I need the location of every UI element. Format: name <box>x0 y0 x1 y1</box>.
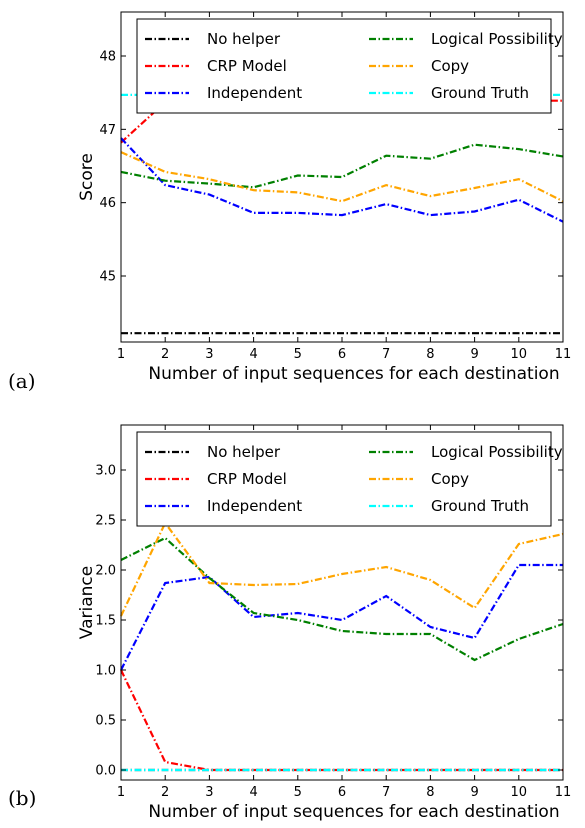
x-tick-label: 10 <box>511 785 528 800</box>
series-line-crp-model <box>120 669 563 772</box>
y-tick-label: 48 <box>99 50 116 65</box>
y-tick-label: 0.5 <box>95 714 116 729</box>
panel-label: (b) <box>8 786 36 810</box>
x-tick-label: 5 <box>294 347 302 362</box>
x-tick-label: 11 <box>555 347 572 362</box>
legend-entry: CRP Model <box>207 470 287 488</box>
y-tick-label: 1.0 <box>95 664 116 679</box>
x-tick-label: 8 <box>426 785 434 800</box>
x-axis-label: Number of input sequences for each desti… <box>148 364 559 384</box>
y-tick-label: 46 <box>99 196 116 211</box>
x-tick-label: 11 <box>555 785 572 800</box>
x-tick-label: 4 <box>249 347 257 362</box>
y-axis-label: Variance <box>77 566 97 639</box>
legend: No helper CRP Model Independent Logical Pos… <box>136 431 563 527</box>
x-tick-label: 3 <box>205 785 213 800</box>
series-line-logical-possibility <box>120 536 564 662</box>
series-line-copy <box>120 520 564 617</box>
legend-entry: Copy <box>431 57 469 75</box>
legend-entry: Copy <box>431 470 469 488</box>
x-tick-label: 2 <box>161 347 169 362</box>
x-tick-label: 1 <box>117 347 125 362</box>
x-tick-label: 5 <box>294 785 302 800</box>
x-tick-label: 6 <box>338 347 346 362</box>
series-line-copy <box>120 151 564 203</box>
y-tick-label: 47 <box>99 123 116 138</box>
x-axis-label: Number of input sequences for each desti… <box>148 802 559 822</box>
series-line-independent <box>120 137 564 223</box>
series-line-independent <box>120 563 563 671</box>
legend: No helper CRP Model Independent Logical Pos… <box>136 18 563 114</box>
x-tick-label: 6 <box>338 785 346 800</box>
x-tick-label: 1 <box>117 785 125 800</box>
y-tick-label: 1.5 <box>95 614 116 629</box>
legend-entry: Independent <box>207 84 302 102</box>
x-tick-label: 7 <box>382 785 390 800</box>
x-tick-label: 9 <box>470 347 478 362</box>
y-tick-label: 2.0 <box>95 564 116 579</box>
x-tick-label: 8 <box>426 347 434 362</box>
x-tick-label: 9 <box>470 785 478 800</box>
legend-entry: No helper <box>207 30 281 48</box>
x-tick-label: 10 <box>511 347 528 362</box>
x-tick-label: 7 <box>382 347 390 362</box>
chart-panel-b: 1 2 3 4 5 6 7 8 9 10 11 0.0 0.5 1.0 1.5 2.0 2.5 3.0 Number… <box>8 424 572 822</box>
legend-entry: CRP Model <box>207 57 287 75</box>
legend-entry: Logical Possibility <box>431 30 563 48</box>
panel-label: (a) <box>8 369 36 393</box>
series-line-logical-possibility <box>120 143 564 189</box>
y-tick-label: 3.0 <box>95 464 116 479</box>
y-tick-label: 2.5 <box>95 514 116 529</box>
legend-entry: No helper <box>207 443 281 461</box>
legend-entry: Independent <box>207 497 302 515</box>
legend-entry: Ground Truth <box>431 84 529 102</box>
x-tick-label: 4 <box>249 785 257 800</box>
legend-box <box>136 431 552 527</box>
x-tick-label: 3 <box>205 347 213 362</box>
legend-box <box>136 18 552 114</box>
x-tick-label: 2 <box>161 785 169 800</box>
y-axis-label: Score <box>77 153 97 201</box>
y-tick-label: 45 <box>99 270 116 285</box>
legend-entry: Logical Possibility <box>431 443 563 461</box>
legend-entry: Ground Truth <box>431 497 529 515</box>
y-tick-label: 0.0 <box>95 764 116 779</box>
